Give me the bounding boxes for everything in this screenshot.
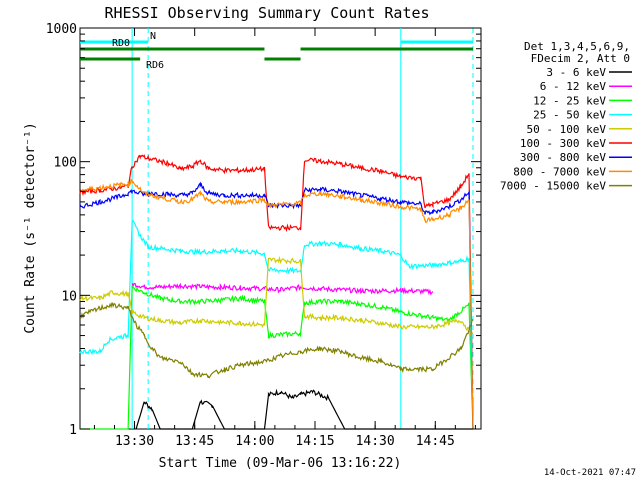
legend: Det 1,3,4,5,6,9,FDecim 2, Att 03 - 6 keV… — [500, 40, 632, 193]
y-tick-label-2: 100 — [54, 156, 77, 171]
series-lines — [79, 154, 474, 430]
x-tick-label-5: 14:45 — [416, 434, 455, 449]
legend-label-7: 800 - 7000 keV — [513, 165, 606, 178]
chart-title: RHESSI Observing Summary Count Rates — [104, 4, 429, 22]
series-line-1 — [131, 282, 434, 296]
series-line-2 — [80, 285, 474, 430]
y-axis-label: Count Rate (s⁻¹ detector⁻¹) — [23, 122, 38, 333]
series-line-3 — [79, 219, 474, 430]
legend-label-5: 100 - 300 keV — [520, 137, 606, 150]
y-tick-label-3: 1000 — [46, 22, 77, 37]
series-line-8 — [79, 302, 474, 379]
axes: 13:30 13:45 14:00 14:15 14:30 14:45 1 10 100 1000 — [46, 22, 481, 449]
legend-label-0: 3 - 6 keV — [546, 66, 606, 79]
timestamp: 14-Oct-2021 07:47 — [544, 468, 636, 478]
series-line-7 — [79, 178, 474, 430]
flag-label-n: N — [150, 31, 156, 42]
legend-label-3: 25 - 50 keV — [533, 109, 606, 122]
legend-header-0: Det 1,3,4,5,6,9, — [524, 40, 630, 53]
legend-label-6: 300 - 800 keV — [520, 151, 606, 164]
x-tick-label-1: 13:45 — [175, 434, 214, 449]
legend-label-8: 7000 - 15000 keV — [500, 180, 606, 193]
plot-frame — [79, 27, 482, 430]
observing-flags: N RD0 RD6 — [80, 31, 473, 71]
flag-label-rd0: RD0 — [112, 38, 130, 49]
legend-label-2: 12 - 25 keV — [533, 94, 606, 107]
series-line-0 — [135, 388, 473, 430]
legend-label-1: 6 - 12 keV — [540, 80, 607, 93]
legend-label-4: 50 - 100 keV — [527, 123, 607, 136]
series-line-5 — [79, 154, 474, 430]
y-tick-label-1: 10 — [61, 289, 77, 304]
x-tick-label-0: 13:30 — [115, 434, 154, 449]
legend-header-1: FDecim 2, Att 0 — [531, 52, 630, 65]
series-line-4 — [79, 255, 474, 337]
x-tick-label-2: 14:00 — [235, 434, 274, 449]
x-tick-label-3: 14:15 — [295, 434, 334, 449]
y-tick-label-0: 1 — [69, 423, 77, 438]
flag-label-rd6: RD6 — [146, 60, 164, 71]
x-tick-label-4: 14:30 — [356, 434, 395, 449]
x-axis-label: Start Time (09-Mar-06 13:16:22) — [159, 456, 402, 471]
